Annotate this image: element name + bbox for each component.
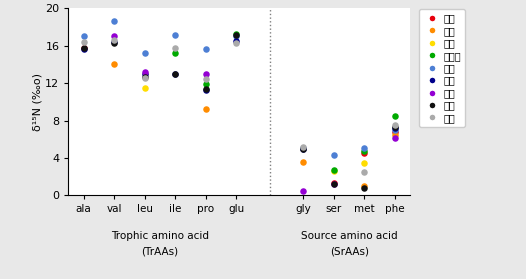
Point	[110, 38, 118, 42]
Point	[140, 86, 149, 90]
Point	[391, 126, 399, 130]
Point	[232, 39, 240, 43]
Point	[360, 149, 369, 154]
Point	[299, 146, 308, 151]
Point	[232, 31, 240, 36]
Point	[110, 40, 118, 44]
Point	[360, 170, 369, 174]
Point	[201, 87, 210, 92]
Y-axis label: δ¹⁵N (‰o): δ¹⁵N (‰o)	[33, 73, 43, 131]
Point	[360, 160, 369, 165]
Point	[391, 129, 399, 134]
Point	[360, 186, 369, 190]
Point	[330, 181, 338, 185]
Point	[171, 72, 179, 76]
Point	[360, 184, 369, 188]
Point	[79, 34, 88, 39]
Point	[330, 168, 338, 172]
Text: (TrAAs): (TrAAs)	[141, 247, 178, 257]
Point	[171, 45, 179, 50]
Text: (SrAAs): (SrAAs)	[330, 247, 369, 257]
Point	[140, 74, 149, 79]
Point	[171, 72, 179, 76]
Point	[110, 41, 118, 45]
Point	[391, 132, 399, 137]
Point	[201, 107, 210, 112]
Point	[110, 62, 118, 67]
Point	[140, 75, 149, 80]
Point	[330, 169, 338, 173]
Point	[171, 32, 179, 37]
Point	[110, 18, 118, 23]
Point	[360, 145, 369, 150]
Text: Source amino acid: Source amino acid	[301, 231, 398, 241]
Point	[330, 182, 338, 186]
Point	[79, 45, 88, 50]
Point	[299, 146, 308, 151]
Point	[171, 51, 179, 56]
Point	[140, 72, 149, 76]
Point	[391, 136, 399, 141]
Point	[391, 125, 399, 129]
Point	[299, 159, 308, 164]
Point	[201, 86, 210, 91]
Text: Trophic amino acid: Trophic amino acid	[111, 231, 209, 241]
Point	[201, 77, 210, 82]
Point	[140, 51, 149, 56]
Point	[299, 145, 308, 150]
Legend: 여수, 통영, 보령, 새만금, 위도, 홍성, 신안, 당진, 중국: 여수, 통영, 보령, 새만금, 위도, 홍성, 신안, 당진, 중국	[419, 9, 466, 127]
Point	[232, 41, 240, 45]
Point	[79, 45, 88, 50]
Point	[299, 188, 308, 193]
Point	[201, 82, 210, 86]
Point	[79, 40, 88, 44]
Point	[299, 145, 308, 149]
Point	[391, 123, 399, 128]
Point	[360, 151, 369, 155]
Point	[232, 34, 240, 39]
Point	[391, 128, 399, 132]
Point	[391, 114, 399, 118]
Point	[330, 153, 338, 157]
Point	[79, 46, 88, 51]
Point	[201, 47, 210, 52]
Point	[140, 70, 149, 74]
Point	[232, 33, 240, 38]
Point	[330, 182, 338, 186]
Point	[110, 34, 118, 39]
Point	[201, 72, 210, 76]
